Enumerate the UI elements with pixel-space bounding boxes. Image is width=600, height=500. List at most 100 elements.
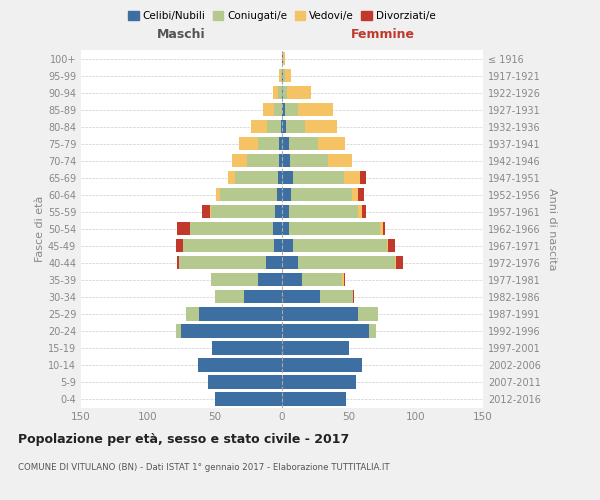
Bar	[282, 69, 283, 82]
Bar	[197, 358, 282, 372]
Bar	[305, 120, 337, 133]
Bar	[344, 273, 345, 286]
Bar	[176, 239, 183, 252]
Bar	[217, 188, 220, 202]
Bar	[287, 86, 311, 99]
Bar	[176, 324, 182, 338]
Text: Popolazione per età, sesso e stato civile - 2017: Popolazione per età, sesso e stato civil…	[18, 432, 349, 446]
Bar	[275, 205, 282, 218]
Bar	[235, 171, 278, 184]
Bar	[258, 137, 280, 150]
Y-axis label: Fasce di età: Fasce di età	[35, 196, 45, 262]
Bar	[282, 290, 320, 304]
Bar	[239, 137, 258, 150]
Bar	[290, 154, 328, 168]
Bar	[282, 171, 293, 184]
Bar	[202, 205, 209, 218]
Bar	[211, 205, 275, 218]
Bar	[178, 222, 190, 235]
Bar	[362, 205, 367, 218]
Bar	[278, 86, 282, 99]
Bar	[247, 154, 280, 168]
Bar	[282, 120, 286, 133]
Bar	[343, 273, 344, 286]
Bar	[251, 120, 267, 133]
Bar	[199, 307, 282, 320]
Bar	[280, 69, 281, 82]
Bar	[352, 188, 358, 202]
Bar	[283, 52, 284, 65]
Bar	[284, 103, 298, 116]
Bar	[282, 154, 290, 168]
Bar	[244, 290, 282, 304]
Bar	[293, 171, 344, 184]
Text: COMUNE DI VITULANO (BN) - Dati ISTAT 1° gennaio 2017 - Elaborazione TUTTITALIA.I: COMUNE DI VITULANO (BN) - Dati ISTAT 1° …	[18, 462, 389, 471]
Bar	[282, 52, 283, 65]
Bar	[284, 69, 292, 82]
Bar	[282, 239, 293, 252]
Y-axis label: Anni di nascita: Anni di nascita	[547, 188, 557, 270]
Bar	[272, 222, 282, 235]
Text: Maschi: Maschi	[157, 28, 206, 42]
Bar	[344, 171, 360, 184]
Bar	[282, 342, 349, 354]
Bar	[282, 137, 289, 150]
Bar	[289, 222, 380, 235]
Bar	[286, 120, 305, 133]
Bar	[179, 256, 266, 270]
Bar	[282, 273, 302, 286]
Bar	[358, 307, 379, 320]
Bar	[320, 290, 353, 304]
Bar	[283, 86, 287, 99]
Bar	[280, 137, 282, 150]
Bar	[282, 392, 346, 406]
Text: Femmine: Femmine	[350, 28, 415, 42]
Bar	[182, 324, 282, 338]
Bar	[215, 392, 282, 406]
Bar	[277, 188, 282, 202]
Bar	[282, 222, 289, 235]
Bar	[318, 137, 345, 150]
Bar	[280, 154, 282, 168]
Bar	[212, 342, 282, 354]
Bar	[282, 324, 369, 338]
Bar	[278, 171, 282, 184]
Bar	[232, 154, 247, 168]
Bar	[358, 205, 362, 218]
Bar	[383, 222, 385, 235]
Bar	[209, 205, 211, 218]
Bar	[298, 103, 333, 116]
Bar	[282, 86, 283, 99]
Bar	[282, 358, 362, 372]
Bar	[267, 120, 281, 133]
Bar	[396, 256, 403, 270]
Bar	[183, 239, 274, 252]
Bar	[274, 103, 282, 116]
Bar	[215, 290, 244, 304]
Bar	[328, 154, 352, 168]
Bar	[283, 69, 284, 82]
Bar	[266, 256, 282, 270]
Bar	[178, 256, 179, 270]
Bar	[211, 273, 258, 286]
Bar	[289, 137, 318, 150]
Bar	[282, 307, 358, 320]
Bar	[220, 188, 277, 202]
Bar	[274, 239, 282, 252]
Bar	[282, 256, 298, 270]
Bar	[282, 188, 292, 202]
Bar	[386, 239, 388, 252]
Bar	[282, 205, 289, 218]
Bar	[298, 256, 395, 270]
Bar	[360, 171, 367, 184]
Bar	[282, 103, 284, 116]
Bar	[388, 239, 395, 252]
Bar	[208, 376, 282, 388]
Bar	[353, 290, 355, 304]
Bar	[302, 273, 343, 286]
Bar	[263, 103, 274, 116]
Bar	[282, 376, 356, 388]
Bar	[292, 188, 352, 202]
Bar	[281, 69, 282, 82]
Bar	[229, 171, 235, 184]
